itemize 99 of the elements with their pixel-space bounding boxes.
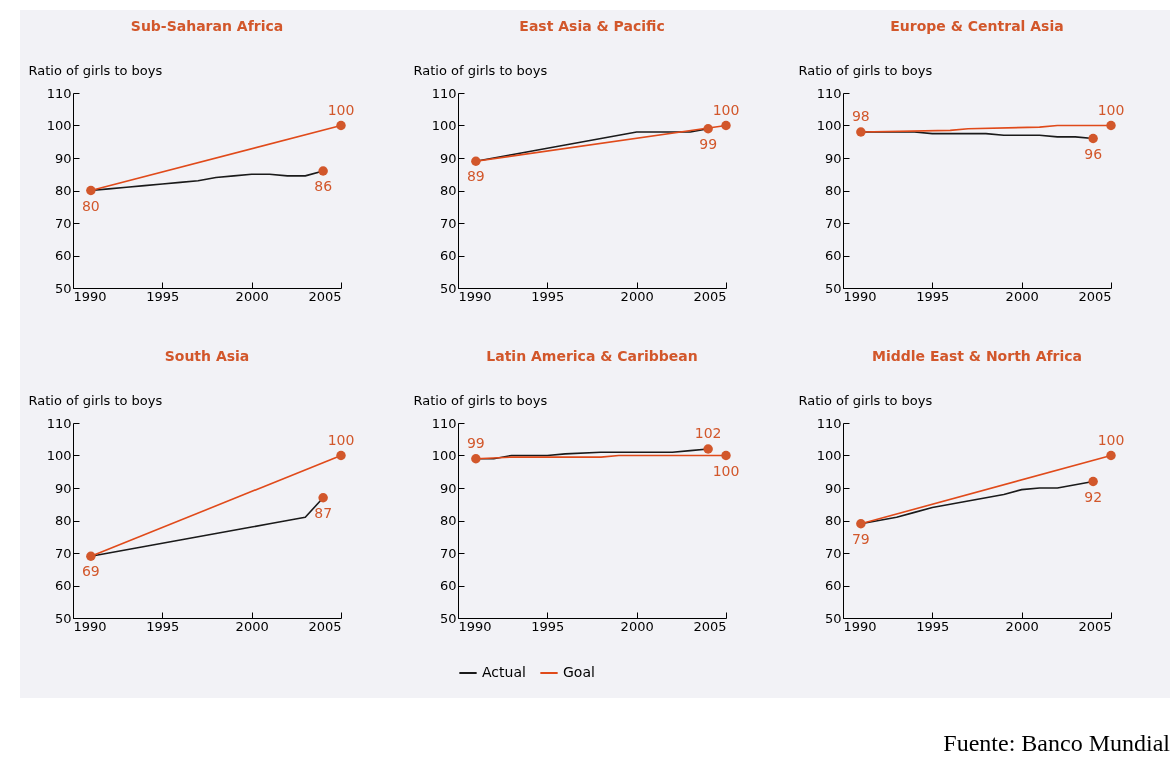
x-tick-label: 1995 bbox=[916, 288, 950, 304]
x-tick-label: 2000 bbox=[1005, 618, 1039, 634]
y-axis-title: Ratio of girls to boys bbox=[798, 392, 933, 408]
annotation: 100 bbox=[327, 431, 355, 448]
y-tick-label: 110 bbox=[431, 85, 457, 101]
x-tick-label: 2000 bbox=[235, 618, 269, 634]
y-tick-label: 80 bbox=[439, 513, 457, 528]
x-tick-label: 1995 bbox=[146, 618, 180, 634]
annotation: 99 bbox=[699, 135, 718, 152]
x-tick-label: 1995 bbox=[531, 618, 565, 634]
y-tick-label: 70 bbox=[54, 215, 72, 231]
y-tick-label: 110 bbox=[46, 85, 72, 101]
y-axis-title: Ratio of girls to boys bbox=[798, 62, 933, 78]
y-tick-label: 100 bbox=[816, 448, 842, 463]
y-tick-label: 70 bbox=[439, 215, 457, 231]
y-tick-label: 110 bbox=[431, 415, 457, 431]
y-tick-label: 90 bbox=[824, 480, 842, 496]
x-tick-label: 1995 bbox=[916, 618, 950, 634]
x-tick-label: 1990 bbox=[458, 618, 492, 634]
annotation: 99 bbox=[466, 434, 485, 451]
chart-title: Middle East & North Africa bbox=[871, 348, 1083, 364]
chart-title: South Asia bbox=[164, 348, 250, 364]
y-tick-label: 70 bbox=[54, 545, 72, 561]
legend-label: Actual bbox=[482, 664, 526, 680]
y-tick-label: 80 bbox=[54, 513, 72, 528]
x-tick-label: 2005 bbox=[308, 288, 342, 304]
x-tick-label: 1995 bbox=[146, 288, 180, 304]
x-tick-label: 1990 bbox=[843, 288, 877, 304]
y-tick-label: 110 bbox=[816, 85, 842, 101]
x-tick-label: 1990 bbox=[458, 288, 492, 304]
x-tick-label: 2000 bbox=[1005, 288, 1039, 304]
annotation: 100 bbox=[712, 101, 740, 118]
y-tick-label: 80 bbox=[54, 183, 72, 198]
y-tick-label: 90 bbox=[439, 150, 457, 166]
annotation: 100 bbox=[1097, 101, 1125, 118]
x-tick-label: 1990 bbox=[843, 618, 877, 634]
annotation: 86 bbox=[314, 178, 333, 194]
annotation: 100 bbox=[712, 462, 740, 479]
y-tick-label: 60 bbox=[439, 248, 457, 263]
y-axis-title: Ratio of girls to boys bbox=[28, 62, 163, 78]
x-tick-label: 2005 bbox=[1078, 618, 1112, 634]
y-tick-label: 90 bbox=[54, 150, 72, 166]
annotation: 102 bbox=[694, 425, 722, 441]
annotation: 79 bbox=[851, 530, 870, 547]
y-tick-label: 100 bbox=[816, 118, 842, 133]
y-tick-label: 50 bbox=[824, 280, 842, 296]
annotation: 69 bbox=[81, 563, 100, 580]
y-tick-label: 90 bbox=[54, 480, 72, 496]
x-tick-label: 2000 bbox=[620, 288, 654, 304]
source-note: Fuente: Banco Mundial bbox=[943, 730, 1170, 757]
chart-title: Sub-Saharan Africa bbox=[130, 18, 284, 34]
x-tick-label: 2005 bbox=[693, 288, 727, 304]
y-tick-label: 100 bbox=[431, 118, 457, 133]
y-tick-label: 50 bbox=[54, 280, 72, 296]
x-tick-label: 2005 bbox=[308, 618, 342, 634]
y-tick-label: 50 bbox=[54, 610, 72, 626]
x-tick-label: 2005 bbox=[693, 618, 727, 634]
y-tick-label: 110 bbox=[46, 415, 72, 431]
chart-title: East Asia & Pacific bbox=[519, 18, 665, 34]
x-tick-label: 1990 bbox=[73, 288, 107, 304]
y-tick-label: 80 bbox=[824, 183, 842, 198]
annotation: 96 bbox=[1084, 145, 1103, 162]
annotation: 92 bbox=[1084, 488, 1103, 505]
chart-title: Latin America & Caribbean bbox=[486, 348, 698, 364]
x-tick-label: 2000 bbox=[235, 288, 269, 304]
y-tick-label: 100 bbox=[46, 448, 72, 463]
annotation: 89 bbox=[466, 168, 485, 185]
y-tick-label: 60 bbox=[439, 578, 457, 593]
y-axis-title: Ratio of girls to boys bbox=[28, 392, 163, 408]
y-tick-label: 100 bbox=[431, 448, 457, 463]
y-tick-label: 90 bbox=[824, 150, 842, 166]
x-tick-label: 2000 bbox=[620, 618, 654, 634]
legend-label: Goal bbox=[563, 664, 595, 680]
y-tick-label: 70 bbox=[439, 545, 457, 561]
annotation: 98 bbox=[851, 108, 870, 124]
chart-title: Europe & Central Asia bbox=[890, 18, 1064, 34]
y-tick-label: 110 bbox=[816, 415, 842, 431]
y-tick-label: 50 bbox=[439, 610, 457, 626]
annotation: 80 bbox=[81, 197, 100, 214]
y-tick-label: 90 bbox=[439, 480, 457, 496]
x-tick-label: 2005 bbox=[1078, 288, 1112, 304]
y-tick-label: 50 bbox=[824, 610, 842, 626]
y-tick-label: 100 bbox=[46, 118, 72, 133]
y-tick-label: 70 bbox=[824, 215, 842, 231]
annotation: 100 bbox=[1097, 431, 1125, 448]
annotation: 87 bbox=[314, 504, 333, 521]
y-tick-label: 80 bbox=[824, 513, 842, 528]
y-axis-title: Ratio of girls to boys bbox=[413, 392, 548, 408]
y-tick-label: 80 bbox=[439, 183, 457, 198]
x-tick-label: 1995 bbox=[531, 288, 565, 304]
y-tick-label: 60 bbox=[54, 578, 72, 593]
y-tick-label: 60 bbox=[824, 248, 842, 263]
y-tick-label: 70 bbox=[824, 545, 842, 561]
y-tick-label: 50 bbox=[439, 280, 457, 296]
y-axis-title: Ratio of girls to boys bbox=[413, 62, 548, 78]
y-tick-label: 60 bbox=[54, 248, 72, 263]
x-tick-label: 1990 bbox=[73, 618, 107, 634]
annotation: 100 bbox=[327, 101, 355, 118]
y-tick-label: 60 bbox=[824, 578, 842, 593]
